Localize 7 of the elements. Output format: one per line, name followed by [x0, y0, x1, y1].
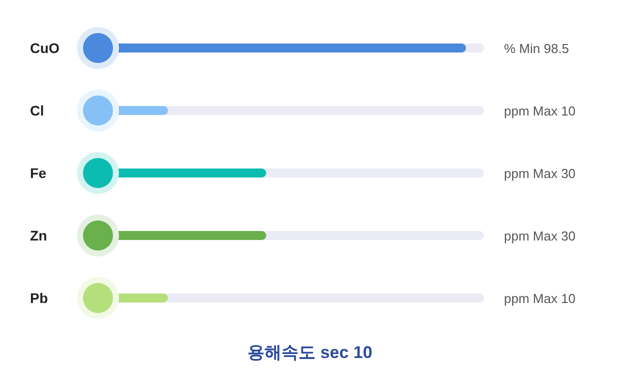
y-tick-label: Pb: [30, 290, 48, 306]
y-tick-label: Zn: [30, 228, 48, 244]
text: ppm Max 30: [504, 166, 576, 181]
y-tick-label: Cl: [30, 102, 44, 118]
y-tick-label: Fe: [30, 165, 47, 181]
text: 용해속도 sec 10: [248, 343, 372, 362]
y-tick-label: CuO: [30, 40, 60, 56]
